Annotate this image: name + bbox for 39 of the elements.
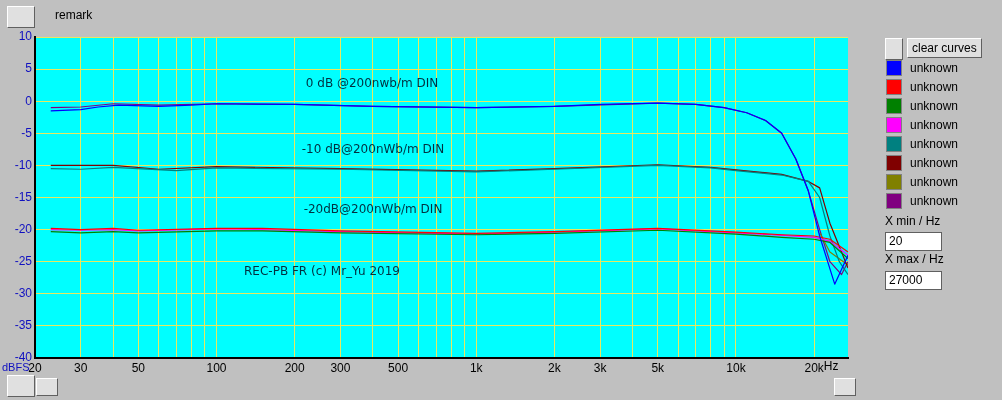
y-tick-label: -25: [14, 254, 33, 269]
x-tick-label: 5k: [651, 360, 666, 375]
y-tick-label: -15: [14, 189, 33, 204]
text: X max / Hz: [885, 252, 944, 266]
x-tick-label: 10k: [726, 360, 747, 375]
text: 20: [885, 232, 942, 251]
x-tick-label: 3k: [593, 360, 608, 375]
text: clear curves: [907, 38, 982, 58]
y-tick-label: -30: [14, 286, 33, 301]
x-tick-label: 100: [206, 360, 227, 375]
y-tick-label: -35: [14, 318, 33, 333]
legend-label: unknown: [910, 174, 959, 189]
y-tick-label: -10: [14, 157, 33, 172]
y-tick-label: 0: [25, 93, 33, 108]
y-axis-title: dBFS: [2, 360, 30, 373]
x-tick-label: 1k: [469, 360, 484, 375]
y-tick-label: -20: [14, 221, 33, 236]
y-tick-label: 5: [25, 61, 33, 76]
legend-label: unknown: [910, 98, 959, 113]
x-tick-label: 50: [131, 360, 146, 375]
legend-label: unknown: [910, 155, 959, 170]
x-tick-label: 300: [330, 360, 351, 375]
x-tick-label: 200: [284, 360, 306, 375]
legend-label: unknown: [910, 117, 959, 132]
y-tick-label: 10: [18, 29, 33, 44]
x-tick-label: 30: [74, 360, 88, 375]
x-tick-label: 20: [28, 360, 42, 375]
x-tick-label: 500: [388, 360, 409, 375]
legend-label: unknown: [910, 79, 959, 94]
text: X min / Hz: [885, 214, 941, 228]
text: 27000: [885, 271, 942, 290]
x-tick-label: 20k: [804, 360, 825, 375]
legend-label: unknown: [910, 193, 959, 208]
y-tick-label: -5: [21, 125, 33, 140]
legend-label: unknown: [910, 60, 959, 75]
x-axis-title: Hz: [823, 359, 839, 374]
legend-label: unknown: [910, 136, 959, 151]
text: remark: [55, 8, 93, 22]
x-tick-label: 2k: [548, 360, 562, 375]
